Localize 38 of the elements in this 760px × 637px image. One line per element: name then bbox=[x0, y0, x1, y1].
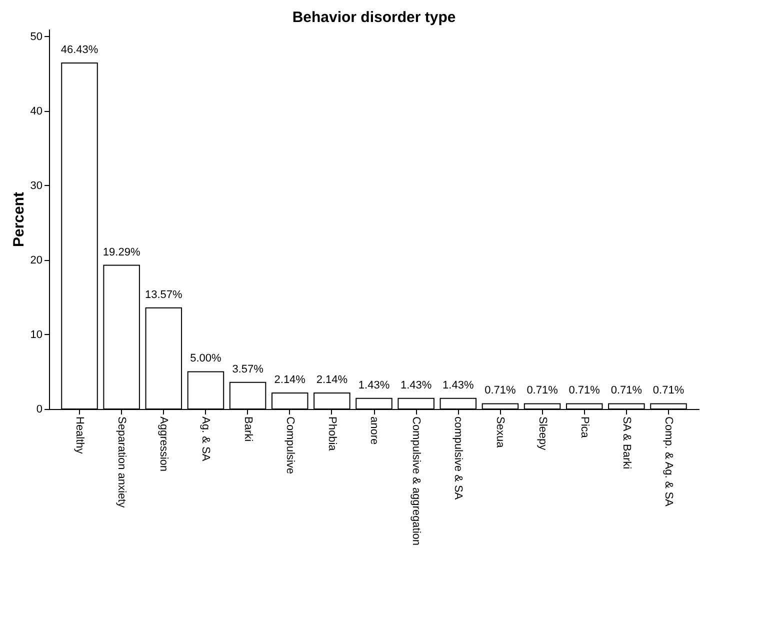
data-label: 13.57% bbox=[144, 288, 183, 301]
data-label: 2.14% bbox=[274, 374, 306, 386]
data-label: 2.14% bbox=[316, 374, 348, 386]
data-label: 5.00% bbox=[190, 352, 222, 365]
x-tick-label: Phobia bbox=[326, 416, 338, 452]
chart-title: Behavior disorder type bbox=[292, 9, 456, 26]
data-label: 0.71% bbox=[610, 384, 642, 397]
data-label: 3.57% bbox=[232, 363, 264, 376]
data-label: 0.71% bbox=[652, 384, 684, 397]
data-label: 1.43% bbox=[358, 379, 390, 392]
y-axis-title: Percent bbox=[10, 192, 28, 248]
x-tick-label: Sleepy bbox=[536, 416, 548, 451]
x-tick-label: compulsive & SA bbox=[452, 416, 464, 500]
x-tick-label: anore bbox=[368, 416, 380, 445]
x-tick-label: Ag. & SA bbox=[200, 416, 212, 462]
y-tick-label: 20 bbox=[30, 254, 42, 266]
x-tick-label: Pica bbox=[578, 416, 590, 439]
data-label: 0.71% bbox=[526, 384, 558, 397]
y-tick-label: 30 bbox=[30, 180, 42, 192]
x-tick-label: Aggression bbox=[158, 416, 170, 472]
y-tick-label: 10 bbox=[30, 328, 42, 341]
x-tick-label: Compulsive bbox=[284, 416, 296, 474]
x-tick-label: Sexua bbox=[494, 416, 506, 449]
data-label: 0.71% bbox=[484, 384, 516, 397]
data-label: 0.71% bbox=[568, 384, 600, 397]
x-tick-label: Compulsive & aggregation bbox=[410, 416, 422, 546]
y-tick-label: 50 bbox=[30, 30, 42, 43]
y-tick-label: 40 bbox=[30, 105, 42, 118]
data-label: 1.43% bbox=[442, 379, 474, 392]
x-tick-label: Healthy bbox=[74, 416, 86, 454]
x-tick-label: Barki bbox=[242, 416, 254, 442]
data-label: 19.29% bbox=[102, 246, 140, 258]
x-tick-label: SA & Barki bbox=[620, 416, 632, 470]
data-label: 1.43% bbox=[400, 379, 432, 392]
data-label: 46.43% bbox=[60, 44, 98, 56]
x-tick-label: Separation anxiety bbox=[116, 416, 128, 508]
y-tick-label: 0 bbox=[36, 404, 42, 416]
x-tick-label: Comp. & Ag. & SA bbox=[662, 416, 674, 508]
